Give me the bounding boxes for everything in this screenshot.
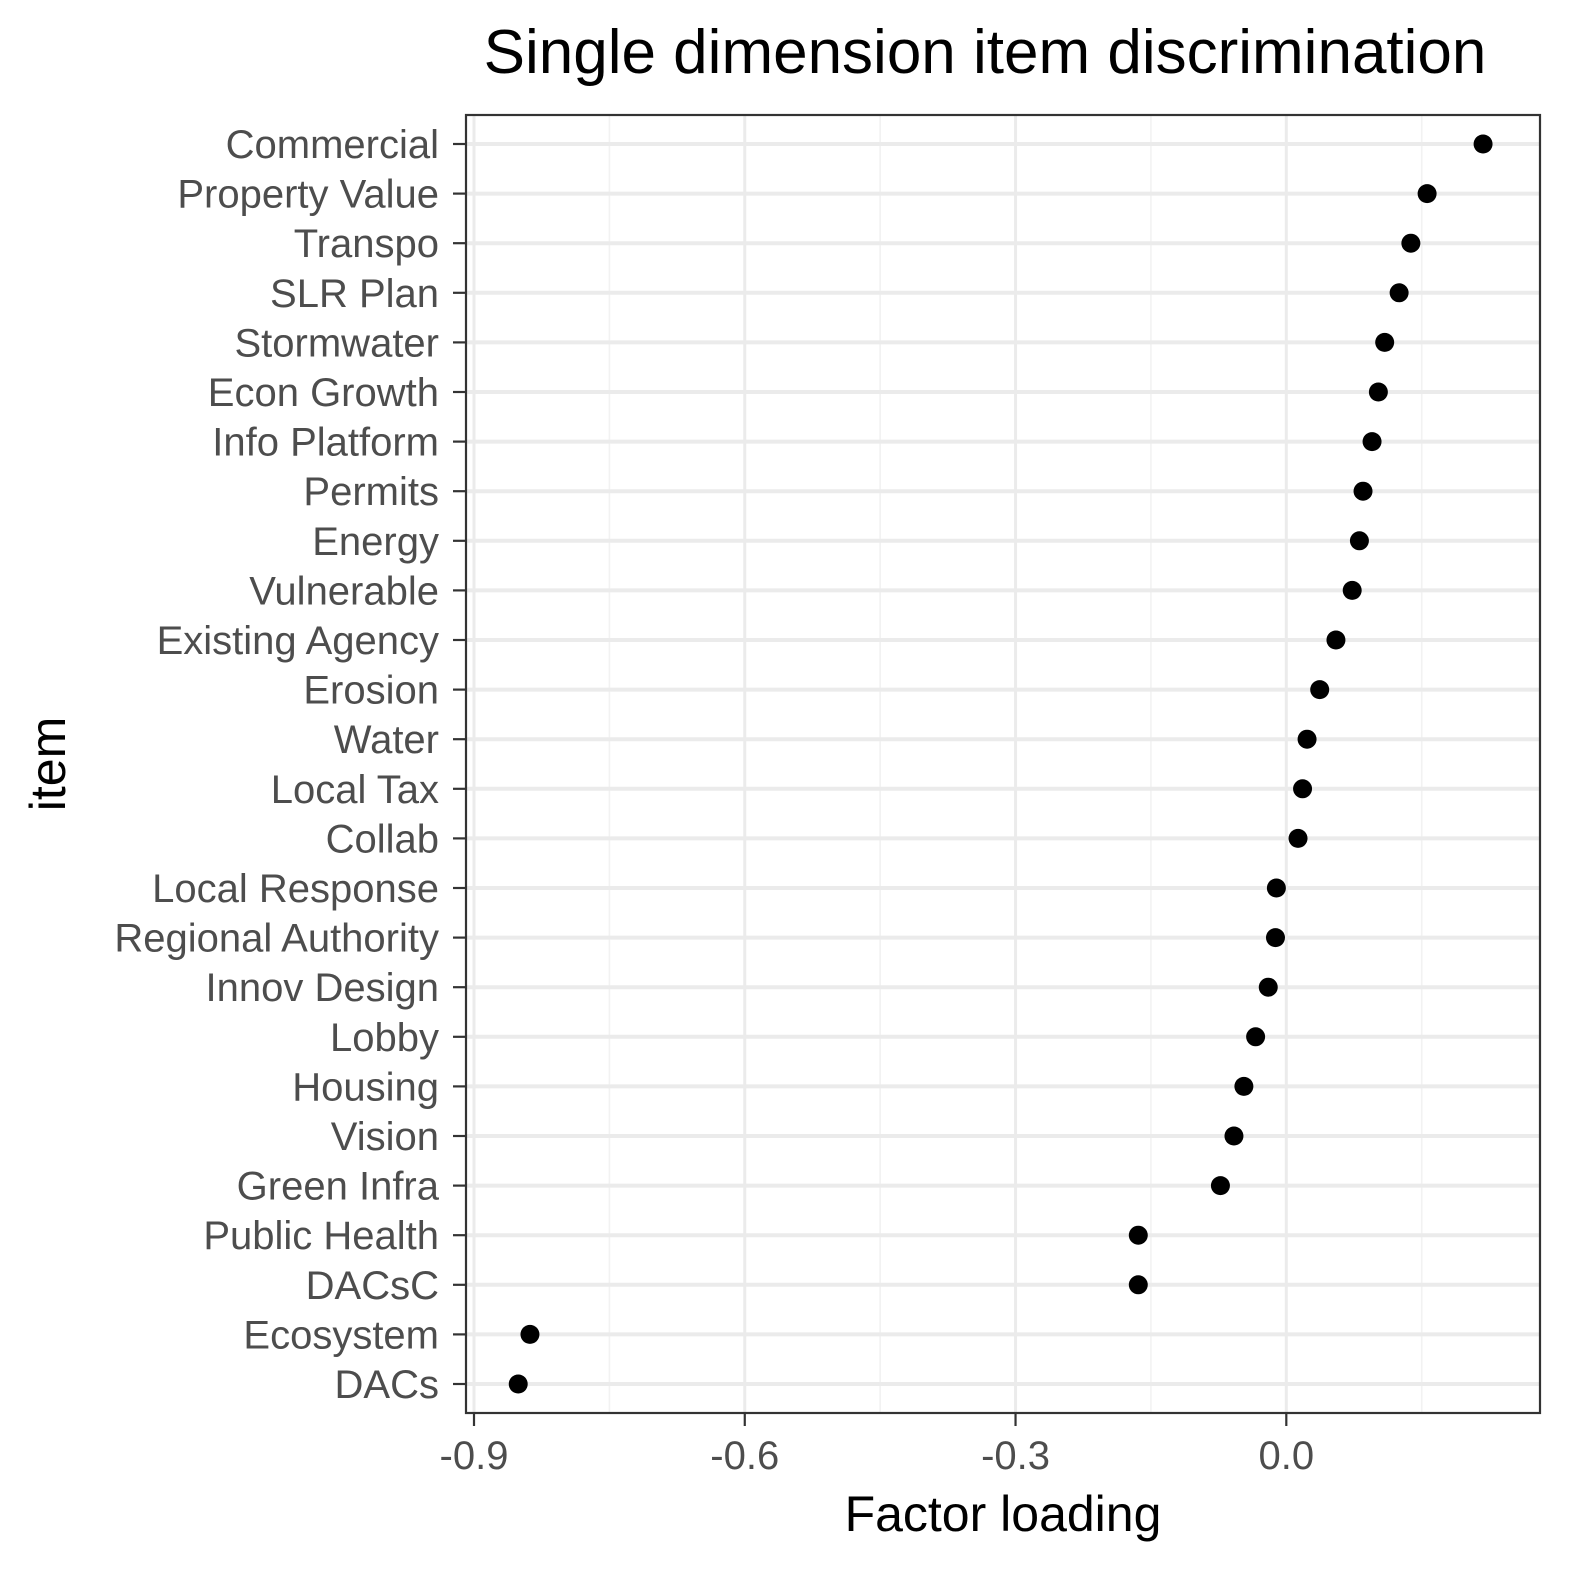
y-tick-label: Housing xyxy=(292,1065,439,1109)
y-tick-label: Energy xyxy=(312,520,439,564)
data-point xyxy=(1297,729,1317,749)
y-tick-label: Local Response xyxy=(152,867,439,911)
y-tick-label: Vulnerable xyxy=(249,569,439,613)
y-tick-label: SLR Plan xyxy=(270,272,439,316)
y-tick-label: Existing Agency xyxy=(157,619,439,663)
data-point xyxy=(520,1324,540,1344)
plot-panel-border xyxy=(464,113,1542,1415)
data-point xyxy=(1293,779,1313,799)
y-axis-title: item xyxy=(20,717,76,811)
data-point xyxy=(1401,233,1421,253)
y-tick-label: DACsC xyxy=(306,1264,439,1308)
data-point xyxy=(1288,828,1308,848)
data-point xyxy=(1353,481,1373,501)
data-point xyxy=(1128,1275,1148,1295)
data-point xyxy=(1349,531,1369,551)
y-tick-label: Ecosystem xyxy=(243,1313,439,1357)
y-tick-label: Property Value xyxy=(177,173,439,217)
data-point xyxy=(1417,184,1437,204)
y-tick-label: Econ Growth xyxy=(208,371,439,415)
data-point xyxy=(1128,1225,1148,1245)
data-points xyxy=(508,134,1493,1394)
data-point xyxy=(1473,134,1493,154)
x-tick-label: -0.6 xyxy=(710,1434,779,1478)
y-tick-label: Green Infra xyxy=(237,1165,440,1209)
y-tick-label: Regional Authority xyxy=(114,917,439,961)
y-tick-label: Lobby xyxy=(330,1016,439,1060)
x-tick-label: -0.9 xyxy=(440,1434,509,1478)
data-point xyxy=(1210,1176,1230,1196)
x-axis: -0.9 -0.6 -0.3 0.0 xyxy=(440,1413,1315,1478)
y-tick-label: DACs xyxy=(335,1363,439,1407)
y-tick-label: Stormwater xyxy=(235,321,440,365)
chart-title: Single dimension item discrimination xyxy=(484,18,1487,87)
data-point xyxy=(508,1374,528,1394)
y-tick-label: Info Platform xyxy=(212,421,439,465)
grid-lines xyxy=(466,115,1540,1413)
data-point xyxy=(1389,283,1409,303)
x-axis-title: Factor loading xyxy=(845,1486,1162,1542)
y-axis: Commercial Property Value Transpo SLR Plan S… xyxy=(114,123,466,1407)
y-tick-label: Erosion xyxy=(303,669,439,713)
y-tick-label: Commercial xyxy=(226,123,439,167)
y-tick-label: Collab xyxy=(326,817,439,861)
y-tick-label: Vision xyxy=(331,1115,439,1159)
x-tick-label: 0.0 xyxy=(1259,1434,1315,1478)
data-point xyxy=(1368,382,1388,402)
y-tick-label: Permits xyxy=(303,470,439,514)
data-point xyxy=(1362,432,1382,452)
data-point xyxy=(1234,1076,1254,1096)
data-point xyxy=(1326,630,1346,650)
y-tick-label: Transpo xyxy=(294,222,439,266)
y-tick-label: Water xyxy=(334,718,439,762)
data-point xyxy=(1265,928,1285,948)
data-point xyxy=(1258,977,1278,997)
data-point xyxy=(1375,332,1395,352)
data-point xyxy=(1310,680,1330,700)
data-point xyxy=(1266,878,1286,898)
x-tick-label: -0.3 xyxy=(981,1434,1050,1478)
data-point xyxy=(1342,580,1362,600)
data-point xyxy=(1224,1126,1244,1146)
y-tick-label: Public Health xyxy=(203,1214,439,1258)
y-tick-label: Local Tax xyxy=(271,768,439,812)
data-point xyxy=(1246,1027,1266,1047)
y-tick-label: Innov Design xyxy=(206,966,439,1010)
